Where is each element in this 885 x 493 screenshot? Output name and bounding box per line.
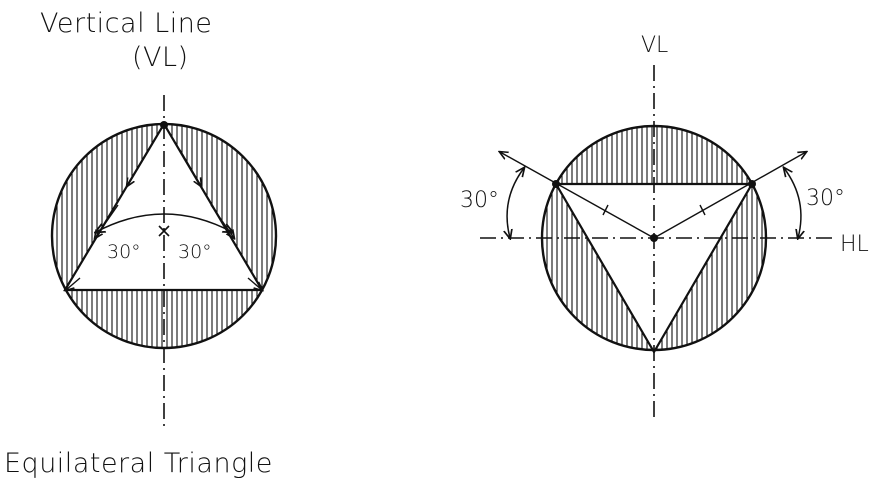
right-angle-arc-right <box>784 168 801 238</box>
left-side-arrow-1 <box>127 147 151 186</box>
right-angle-label-bg-l <box>458 184 502 212</box>
right-horizontal-label: HL <box>840 232 869 257</box>
left-angle-cross-2 <box>158 225 170 237</box>
left-angle-label-left: 30° <box>107 241 141 263</box>
right-angle-label-bg-r <box>806 182 850 210</box>
left-side-arrow-2 <box>179 149 201 186</box>
right-radial-tick-left <box>602 204 609 216</box>
left-angle-label-bg-l <box>102 236 152 262</box>
left-figure: 30° 30° Vertical Line (VL) Equilateral T… <box>4 8 278 479</box>
right-angle-label-left: 30° <box>460 188 499 213</box>
left-apex-point <box>160 121 168 129</box>
left-angle-label-right: 30° <box>178 241 212 263</box>
left-angle-label-bg-r <box>175 236 225 262</box>
right-angle-arc-left <box>507 168 524 238</box>
right-radial-right <box>653 152 806 239</box>
left-title-line1: Vertical Line <box>40 8 212 39</box>
left-title-line2: (VL) <box>132 42 189 73</box>
right-vertical-label: VL <box>641 33 668 58</box>
right-figure: 30° 30° VL HL <box>458 33 869 420</box>
left-angle-arc <box>96 213 232 232</box>
right-angle-label-right: 30° <box>806 186 845 211</box>
left-caption: Equilateral Triangle <box>4 448 273 479</box>
left-base-arrow-left <box>66 277 81 290</box>
left-base-arrow-right <box>247 277 262 290</box>
right-radial-tick-right <box>699 204 706 216</box>
